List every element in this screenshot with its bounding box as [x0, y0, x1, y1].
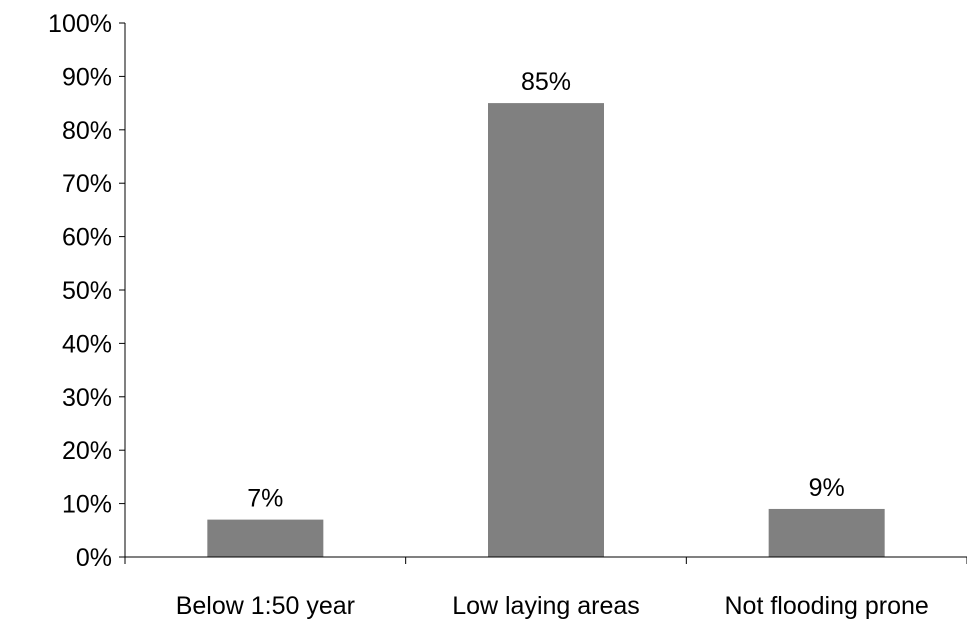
- y-tick-label: 10%: [62, 491, 112, 519]
- bar-data-label: 9%: [809, 474, 845, 502]
- bar-data-label: 7%: [247, 485, 283, 513]
- y-tick-label: 40%: [62, 330, 112, 358]
- y-tick-label: 60%: [62, 224, 112, 252]
- bar: [207, 519, 324, 557]
- y-tick-label: 70%: [62, 170, 112, 198]
- y-tick-label: 90%: [62, 63, 112, 91]
- x-axis-ticks: [124, 557, 967, 564]
- x-tick-label: Below 1:50 year: [176, 592, 355, 620]
- data-labels-group: 7% 85% 9%: [247, 68, 844, 513]
- y-tick-label: 100%: [48, 10, 112, 38]
- y-axis-ticks: [119, 22, 125, 558]
- y-tick-label: 20%: [62, 437, 112, 465]
- bar-data-label: 85%: [521, 68, 571, 96]
- y-tick-label: 50%: [62, 277, 112, 305]
- x-tick-label: Not flooding prone: [725, 592, 929, 620]
- x-axis-tick-labels: Below 1:50 year Low laying areas Not flood…: [176, 592, 929, 620]
- x-tick-label: Low laying areas: [452, 592, 640, 620]
- y-tick-label: 30%: [62, 384, 112, 412]
- bar: [768, 508, 885, 557]
- y-tick-label: 80%: [62, 117, 112, 145]
- bar: [488, 103, 604, 557]
- bars-group: [207, 103, 885, 557]
- y-axis-tick-labels: 0% 10% 20% 30% 40% 50% 60% 70% 80% 90% 100%: [48, 10, 112, 572]
- y-tick-label: 0%: [76, 544, 112, 572]
